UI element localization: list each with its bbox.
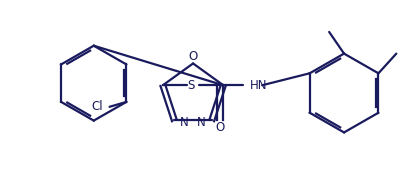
Text: N: N	[180, 116, 189, 129]
Text: HN: HN	[250, 79, 268, 92]
Text: O: O	[216, 121, 225, 134]
Text: Cl: Cl	[91, 100, 103, 113]
Text: O: O	[189, 50, 198, 63]
Text: S: S	[187, 79, 194, 92]
Text: N: N	[197, 116, 206, 129]
